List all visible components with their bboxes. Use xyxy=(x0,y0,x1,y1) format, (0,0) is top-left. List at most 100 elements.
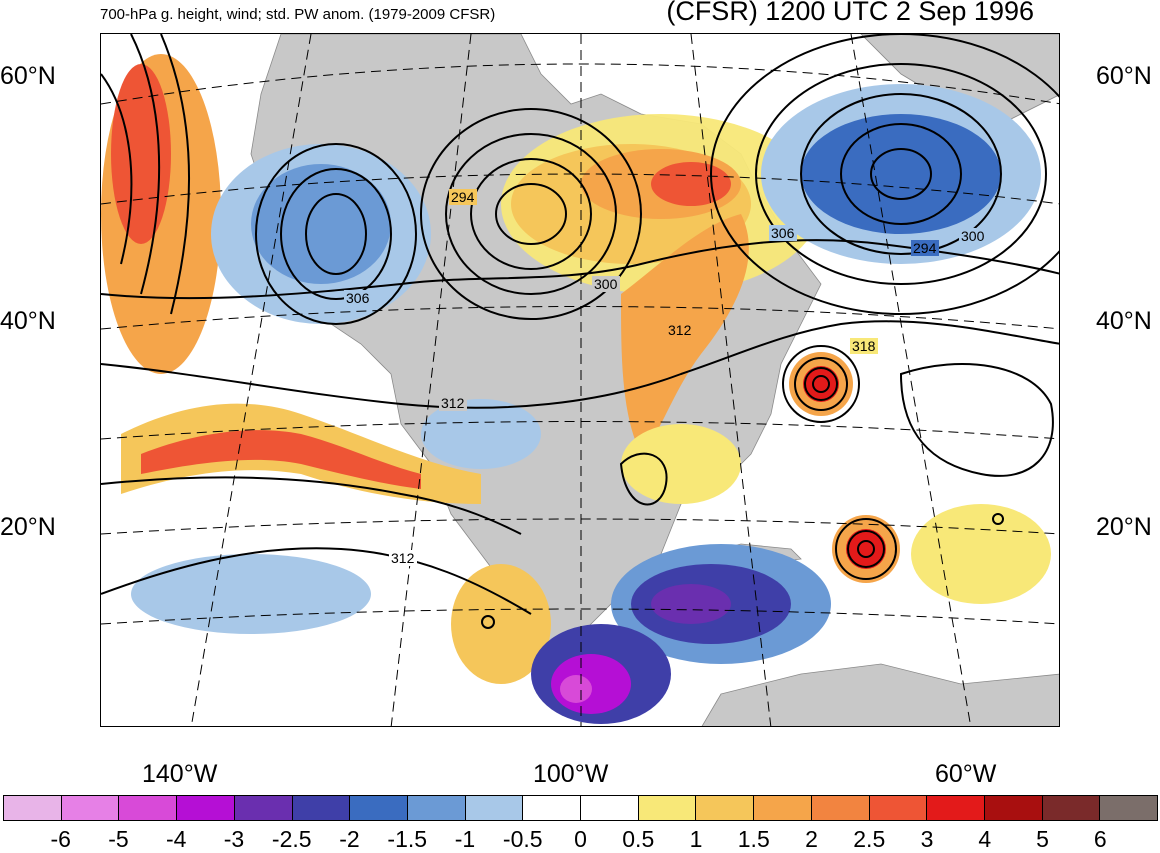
anomaly-negative-caribbean-core xyxy=(651,584,731,624)
colorbar-label-11: 1 xyxy=(689,826,703,852)
colorbar-box-16 xyxy=(927,796,985,820)
map-canvas: 294 306 300 312 306 294 300 312 318 312 xyxy=(101,34,1059,726)
anomaly-positive-mexico xyxy=(451,564,551,684)
lon-label-60w: 60°W xyxy=(935,760,997,788)
colorbar-box-13 xyxy=(754,796,812,820)
colorbar-label-13: 2 xyxy=(805,826,818,852)
lat-label-40n-right: 40°N xyxy=(1096,307,1152,335)
contour-label-300-center: 300 xyxy=(594,276,618,292)
contour-labels: 294 306 300 312 306 294 300 312 318 312 xyxy=(344,189,987,566)
map-title-right: (CFSR) 1200 UTC 2 Sep 1996 xyxy=(666,0,1034,26)
lat-label-60n-right: 60°N xyxy=(1096,62,1152,90)
contour-low-alaska-2 xyxy=(280,168,392,300)
colorbar-box-14 xyxy=(811,796,870,820)
south-america-land xyxy=(701,663,1059,726)
lat-label-20n-left: 20°N xyxy=(0,513,56,541)
contour-atlantic-low xyxy=(992,513,1004,525)
colorbar-box-6 xyxy=(350,796,408,820)
lon-label-140w: 140°W xyxy=(142,760,218,788)
longitude-line-80w xyxy=(690,34,772,726)
map-title-left: 700-hPa g. height, wind; std. PW anom. (… xyxy=(100,6,496,23)
contour-label-306-west: 306 xyxy=(346,290,370,306)
colorbar-label-4: -2.5 xyxy=(271,826,312,852)
contour-label-312-south: 312 xyxy=(391,550,415,566)
latitude-line-50n xyxy=(101,173,1059,205)
colorbar-label-10: 0.5 xyxy=(622,826,655,852)
anomaly-positive-hurricane-north-core xyxy=(803,366,839,402)
contour-label-294-east: 294 xyxy=(913,240,937,256)
contour-low-labrador-3 xyxy=(800,93,1002,255)
contour-low-labrador-2 xyxy=(840,123,962,225)
contour-low-canada-1 xyxy=(495,183,567,245)
colorbar-label-6: -1.5 xyxy=(387,826,428,852)
anomaly-positive-us-east xyxy=(621,424,741,504)
colorbar-label-9: 0 xyxy=(574,826,587,852)
contour-label-294-west: 294 xyxy=(451,189,475,205)
colorbar-box-15 xyxy=(869,796,928,820)
colorbar-label-3: -3 xyxy=(223,826,245,852)
graticule xyxy=(101,34,1059,726)
lat-label-40n-left: 40°N xyxy=(0,307,56,335)
contour-label-300-east: 300 xyxy=(961,228,985,244)
colorbar-box-8 xyxy=(465,796,524,820)
anomaly-negative-labrador-mid xyxy=(801,114,1001,234)
contour-hurricane-south-3 xyxy=(835,518,897,580)
latitude-line-60n xyxy=(101,63,1059,105)
height-contours xyxy=(101,34,1059,629)
colorbar-box-5 xyxy=(292,796,351,820)
colorbar-box-10 xyxy=(581,796,639,820)
contour-low-labrador-5 xyxy=(710,34,1059,315)
contour-label-312-us: 312 xyxy=(441,395,465,411)
contour-312-south xyxy=(101,547,532,615)
colorbar-box-18 xyxy=(1042,796,1101,820)
contour-318 xyxy=(101,476,522,535)
colorbar-box-3 xyxy=(177,796,235,820)
anomaly-negative-subtropical xyxy=(131,554,371,634)
colorbar-label-7: -1 xyxy=(454,826,476,852)
colorbar-box-17 xyxy=(984,796,1043,820)
colorbar xyxy=(3,795,1158,821)
colorbar-label-0: -6 xyxy=(50,826,71,852)
anomaly-positive-hudson xyxy=(651,162,731,206)
contour-low-canada-3 xyxy=(445,133,617,295)
contour-label-318-east: 318 xyxy=(852,338,876,354)
contour-label-312-center: 312 xyxy=(668,322,692,338)
colorbar-label-14: 2.5 xyxy=(853,826,886,852)
colorbar-box-9 xyxy=(523,796,582,820)
colorbar-box-4 xyxy=(234,796,293,820)
anomaly-negative-gulf-alaska-mid xyxy=(251,164,391,284)
contour-west-3 xyxy=(160,34,191,315)
longitude-line-120w xyxy=(390,34,472,726)
anomaly-positive-hurricane-south-core xyxy=(846,529,886,569)
contour-hurricane-north-2 xyxy=(804,367,838,401)
contour-hurricane-south-1 xyxy=(857,540,875,558)
latitude-line-10n xyxy=(101,608,1059,625)
contour-hurricane-north-4 xyxy=(782,345,860,423)
colorbar-box-2 xyxy=(119,796,178,820)
colorbar-label-1: -5 xyxy=(108,826,129,852)
lon-label-100w: 100°W xyxy=(533,760,609,788)
contour-hurricane-north-1 xyxy=(812,375,830,393)
colorbar-label-15: 3 xyxy=(920,826,934,852)
colorbar-label-5: -2 xyxy=(339,826,360,852)
colorbar-label-2: -4 xyxy=(166,826,187,852)
longitude-line-60w xyxy=(850,34,972,726)
contour-low-labrador-4 xyxy=(755,63,1047,285)
contour-label-306-east: 306 xyxy=(771,225,795,241)
contour-hurricane-north-3 xyxy=(794,357,848,411)
colorbar-label-12: 1.5 xyxy=(737,826,770,852)
anomaly-positive-west-pacific-core xyxy=(111,64,171,244)
contour-mexico-low xyxy=(481,615,495,629)
contour-low-alaska-1 xyxy=(305,193,367,275)
colorbar-label-17: 5 xyxy=(1036,826,1049,852)
contour-east-cell xyxy=(899,363,1054,477)
contour-west-2 xyxy=(130,34,161,295)
colorbar-box-0 xyxy=(4,796,62,820)
colorbar-box-1 xyxy=(61,796,120,820)
contour-312 xyxy=(101,320,1059,409)
contour-low-alaska-3 xyxy=(255,143,417,325)
contour-low-labrador-1 xyxy=(870,148,932,200)
colorbar-label-16: 4 xyxy=(978,826,992,852)
anomaly-negative-east-pacific-extreme xyxy=(560,675,592,703)
map-panel: 294 306 300 312 306 294 300 312 318 312 xyxy=(100,33,1060,727)
